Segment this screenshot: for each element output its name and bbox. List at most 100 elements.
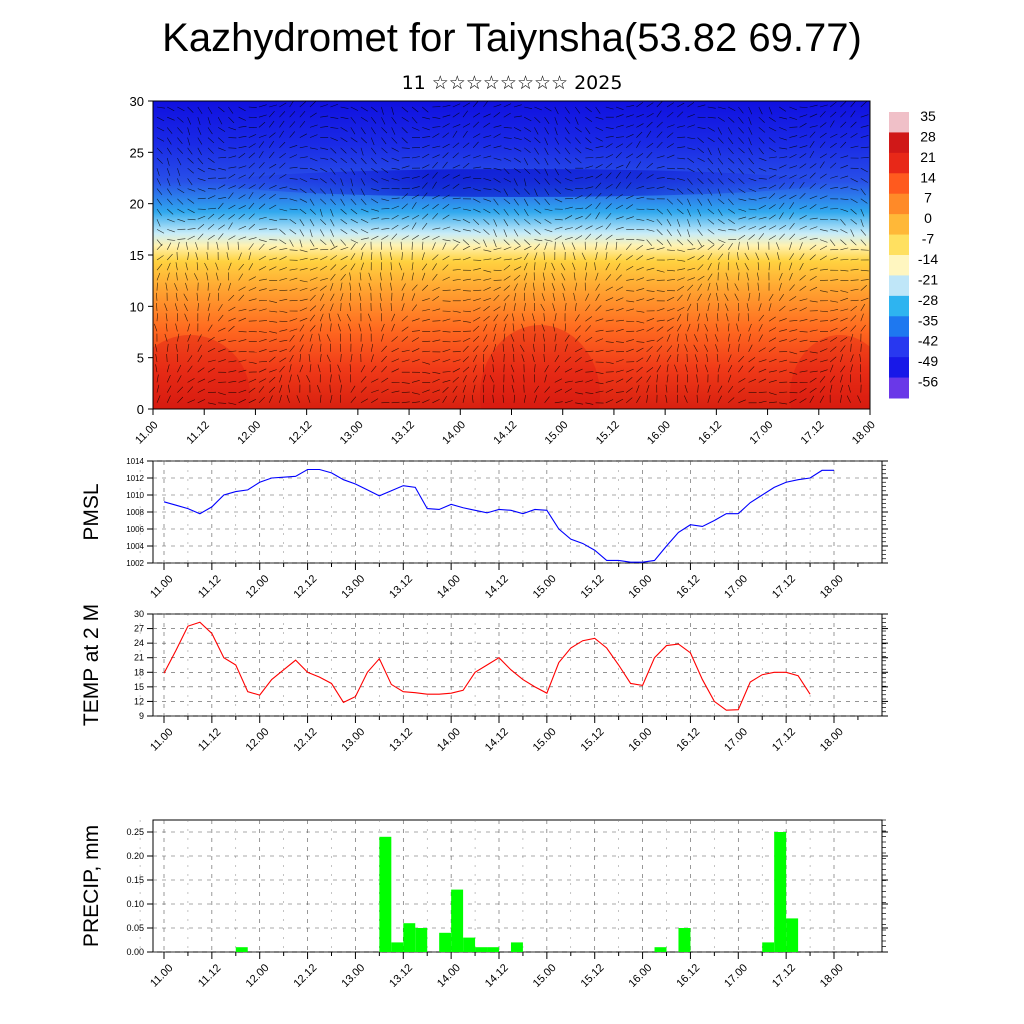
wind-vector	[636, 395, 641, 403]
wind-vector	[462, 298, 471, 302]
wind-vector	[187, 117, 192, 125]
wind-vector	[697, 384, 699, 393]
precip-bar	[762, 942, 775, 952]
wind-vector	[177, 106, 185, 112]
wind-vector	[185, 241, 188, 250]
wind-vector	[615, 143, 624, 149]
wind-vector	[636, 102, 644, 108]
wind-vector	[197, 224, 205, 230]
wind-vector	[575, 147, 582, 154]
wind-vector	[799, 262, 804, 271]
wind-vector	[401, 106, 409, 113]
wind-vector	[483, 208, 491, 214]
wind-vector	[207, 213, 215, 220]
wind-vector	[309, 344, 313, 352]
wind-vector	[636, 347, 644, 353]
wind-vector	[258, 141, 265, 148]
wind-vector	[724, 303, 729, 312]
wind-vector	[204, 262, 209, 271]
wind-vector	[289, 166, 298, 169]
wind-vector	[411, 304, 418, 312]
wind-vector	[503, 323, 507, 332]
wind-vector	[360, 188, 365, 196]
wind-vector	[809, 329, 818, 332]
wind-vector	[493, 208, 500, 215]
wind-vector	[605, 172, 612, 179]
wind-vector	[462, 337, 471, 342]
wind-vector	[697, 127, 706, 129]
wind-vector	[330, 127, 339, 129]
wind-vector	[615, 253, 622, 261]
wind-vector	[368, 272, 372, 281]
wind-vector	[503, 264, 511, 271]
wind-vector	[391, 106, 394, 115]
wind-vector	[319, 354, 322, 363]
wind-vector	[725, 313, 729, 322]
wind-vector	[554, 157, 561, 165]
wind-vector	[228, 262, 232, 271]
wind-vector	[258, 255, 267, 261]
heatmap-x-tick-label: 16.12	[696, 419, 724, 447]
wind-vector	[248, 298, 257, 302]
wind-vector	[615, 286, 624, 291]
precip-bar	[654, 947, 667, 952]
wind-vector	[299, 324, 305, 332]
wind-vector	[704, 364, 709, 373]
wind-vector	[738, 127, 744, 134]
wind-vector	[513, 257, 522, 261]
wind-vector	[289, 229, 297, 235]
wind-vector	[687, 208, 691, 217]
wind-vector	[636, 298, 645, 302]
wind-vector	[340, 384, 342, 393]
wind-vector	[289, 198, 298, 202]
wind-vector	[746, 272, 749, 281]
wind-vector	[544, 242, 548, 250]
wind-vector	[574, 117, 579, 125]
wind-vector	[595, 156, 604, 159]
wind-vector	[779, 174, 787, 179]
wind-vector	[636, 384, 640, 393]
wind-vector	[830, 152, 837, 159]
wind-vector	[524, 127, 532, 132]
wind-vector	[368, 282, 372, 291]
wind-vector	[258, 320, 267, 322]
wind-vector	[819, 173, 827, 179]
wind-vector	[381, 198, 390, 202]
wind-vector	[789, 233, 796, 240]
wind-vector	[683, 395, 688, 403]
wind-vector	[552, 303, 556, 312]
wind-vector	[830, 290, 839, 292]
wind-vector	[238, 146, 247, 149]
wind-vector	[452, 124, 461, 128]
wind-vector	[768, 225, 777, 230]
wind-vector	[554, 241, 556, 250]
wind-vector	[585, 106, 592, 113]
wind-vector	[595, 382, 604, 385]
wind-vector	[289, 318, 298, 322]
wind-vector	[840, 354, 843, 363]
wind-vector	[472, 345, 479, 352]
wind-vector	[840, 247, 849, 251]
wind-vector	[554, 198, 563, 203]
wind-vector	[564, 157, 572, 164]
wind-vector	[156, 147, 163, 154]
wind-vector	[401, 315, 408, 322]
wind-vector	[830, 142, 837, 149]
wind-vector	[462, 208, 471, 211]
wind-vector	[503, 137, 512, 139]
wind-vector	[513, 245, 522, 251]
wind-vector	[248, 134, 257, 138]
wind-vector	[483, 144, 492, 149]
wind-vector	[799, 358, 808, 363]
wind-vector	[218, 339, 227, 342]
wind-vector	[503, 147, 512, 151]
wind-vector	[666, 188, 675, 191]
wind-vector	[177, 157, 182, 166]
wind-vector	[697, 283, 703, 291]
wind-vector	[175, 262, 178, 271]
wind-vector	[483, 155, 492, 159]
wind-vector	[156, 106, 165, 109]
wind-vector	[768, 262, 770, 271]
wind-vector	[156, 302, 158, 312]
wind-vector	[330, 198, 336, 206]
